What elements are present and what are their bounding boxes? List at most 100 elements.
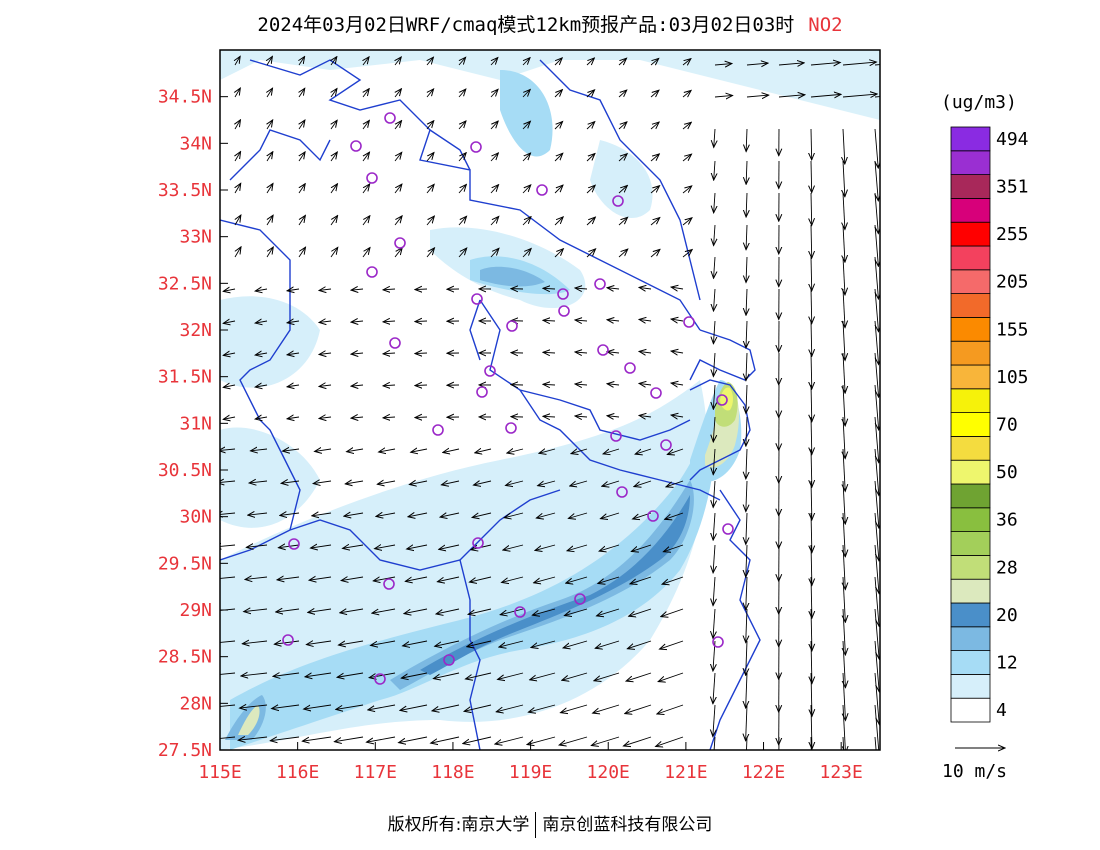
- wind-arrow: [746, 63, 768, 65]
- wind-arrow: [427, 57, 433, 66]
- wind-arrow: [458, 185, 466, 194]
- wind-arrow: [593, 704, 620, 713]
- wind-arrow: [811, 704, 812, 749]
- wind-arrow: [474, 481, 492, 485]
- wind-arrow: [607, 320, 620, 321]
- wind-arrow: [618, 90, 627, 98]
- colorbar-swatch: [950, 126, 991, 152]
- wind-arrow: [436, 608, 460, 614]
- wind-arrow: [415, 321, 428, 322]
- wind-arrow: [506, 481, 524, 485]
- wind-arrow: [586, 185, 595, 194]
- wind-arrow: [336, 704, 364, 709]
- wind-arrow: [575, 352, 588, 353]
- station-marker: [394, 237, 406, 249]
- wind-arrow: [811, 384, 812, 422]
- wind-arrow: [778, 95, 805, 97]
- wind-arrow: [875, 192, 878, 233]
- wind-arrow: [244, 609, 268, 612]
- wind-arrow: [601, 512, 620, 519]
- wind-arrow: [597, 608, 620, 616]
- wind-arrow: [367, 736, 396, 742]
- wind-arrow: [496, 704, 524, 712]
- wind-arrow: [371, 640, 396, 645]
- station-marker: [366, 266, 378, 278]
- wind-arrow: [650, 186, 660, 194]
- wind-arrow: [458, 89, 466, 98]
- wind-arrow: [490, 121, 498, 130]
- station-marker: [389, 337, 401, 349]
- wind-arrow: [661, 608, 684, 617]
- wind-arrow: [435, 640, 460, 646]
- station-marker: [476, 386, 488, 398]
- station-marker: [443, 654, 455, 666]
- wind-arrow: [298, 247, 306, 258]
- x-tick-label: 116E: [276, 762, 319, 783]
- wind-arrow: [874, 736, 877, 750]
- wind-arrow: [618, 186, 627, 194]
- wind-arrow: [351, 353, 364, 354]
- y-tick-label: 31N: [179, 413, 212, 434]
- wind-arrow: [567, 544, 588, 551]
- wind-arrow: [713, 352, 715, 376]
- wind-arrow: [563, 640, 588, 648]
- wind-arrow: [746, 352, 747, 381]
- x-tick-label: 123E: [819, 762, 862, 783]
- wind-arrow: [746, 736, 748, 750]
- wind-arrow: [635, 448, 652, 454]
- station-marker: [514, 606, 526, 618]
- wind-arrow: [607, 288, 620, 289]
- station-marker: [557, 288, 569, 300]
- title-text: 2024年03月02日WRF/cmaq模式12km预报产品:03月02日03时: [257, 14, 795, 36]
- wind-arrow: [623, 736, 652, 746]
- wind-arrow: [331, 57, 337, 66]
- wind-arrow: [459, 57, 466, 66]
- wind-arrow: [267, 183, 273, 194]
- wind-arrow: [267, 215, 273, 226]
- wind-arrow: [490, 89, 498, 98]
- wind-arrow: [458, 121, 466, 130]
- colorbar-swatch: [950, 269, 991, 294]
- wind-arrow: [351, 321, 364, 322]
- y-tick-label: 28.5N: [158, 647, 212, 668]
- wind-arrow: [811, 160, 812, 193]
- colorbar-swatch: [950, 697, 991, 723]
- colorbar-swatch: [950, 435, 991, 461]
- station-marker: [597, 344, 609, 356]
- wind-arrow: [302, 736, 332, 741]
- wind-arrow: [843, 224, 845, 262]
- station-marker: [350, 140, 362, 152]
- wind-arrow: [472, 513, 492, 517]
- wind-arrow: [559, 736, 588, 745]
- wind-arrow: [220, 513, 236, 515]
- wind-arrow: [281, 481, 300, 483]
- wind-arrow: [746, 128, 747, 152]
- colorbar-swatch: [950, 388, 991, 413]
- colorbar-label: 205: [996, 272, 1029, 293]
- wind-arrow: [843, 576, 845, 622]
- wind-arrow: [426, 121, 434, 130]
- wind-arrow: [362, 184, 370, 194]
- wind-arrow: [746, 512, 747, 544]
- wind-arrow: [811, 512, 812, 553]
- wind-arrow: [554, 185, 563, 194]
- wind-arrow: [443, 449, 460, 453]
- wind-arrow: [713, 672, 715, 704]
- wind-arrow: [530, 672, 556, 680]
- station-marker: [383, 578, 395, 590]
- wind-arrow: [379, 449, 396, 452]
- colorbar-label: 70: [996, 415, 1018, 436]
- wind-arrow: [309, 577, 332, 580]
- wind-arrow: [504, 512, 524, 518]
- wind-arrow: [503, 544, 524, 550]
- wind-arrow: [528, 704, 556, 712]
- y-tick-label: 27.5N: [158, 740, 212, 761]
- wind-arrow: [522, 89, 530, 98]
- wind-arrow: [431, 736, 460, 743]
- colorbar-label: 155: [996, 319, 1029, 340]
- wind-arrow: [713, 480, 715, 507]
- wind-arrow: [432, 704, 460, 711]
- wind-arrow: [266, 247, 273, 258]
- wind-arrow: [811, 608, 812, 651]
- wind-arrow: [682, 59, 691, 65]
